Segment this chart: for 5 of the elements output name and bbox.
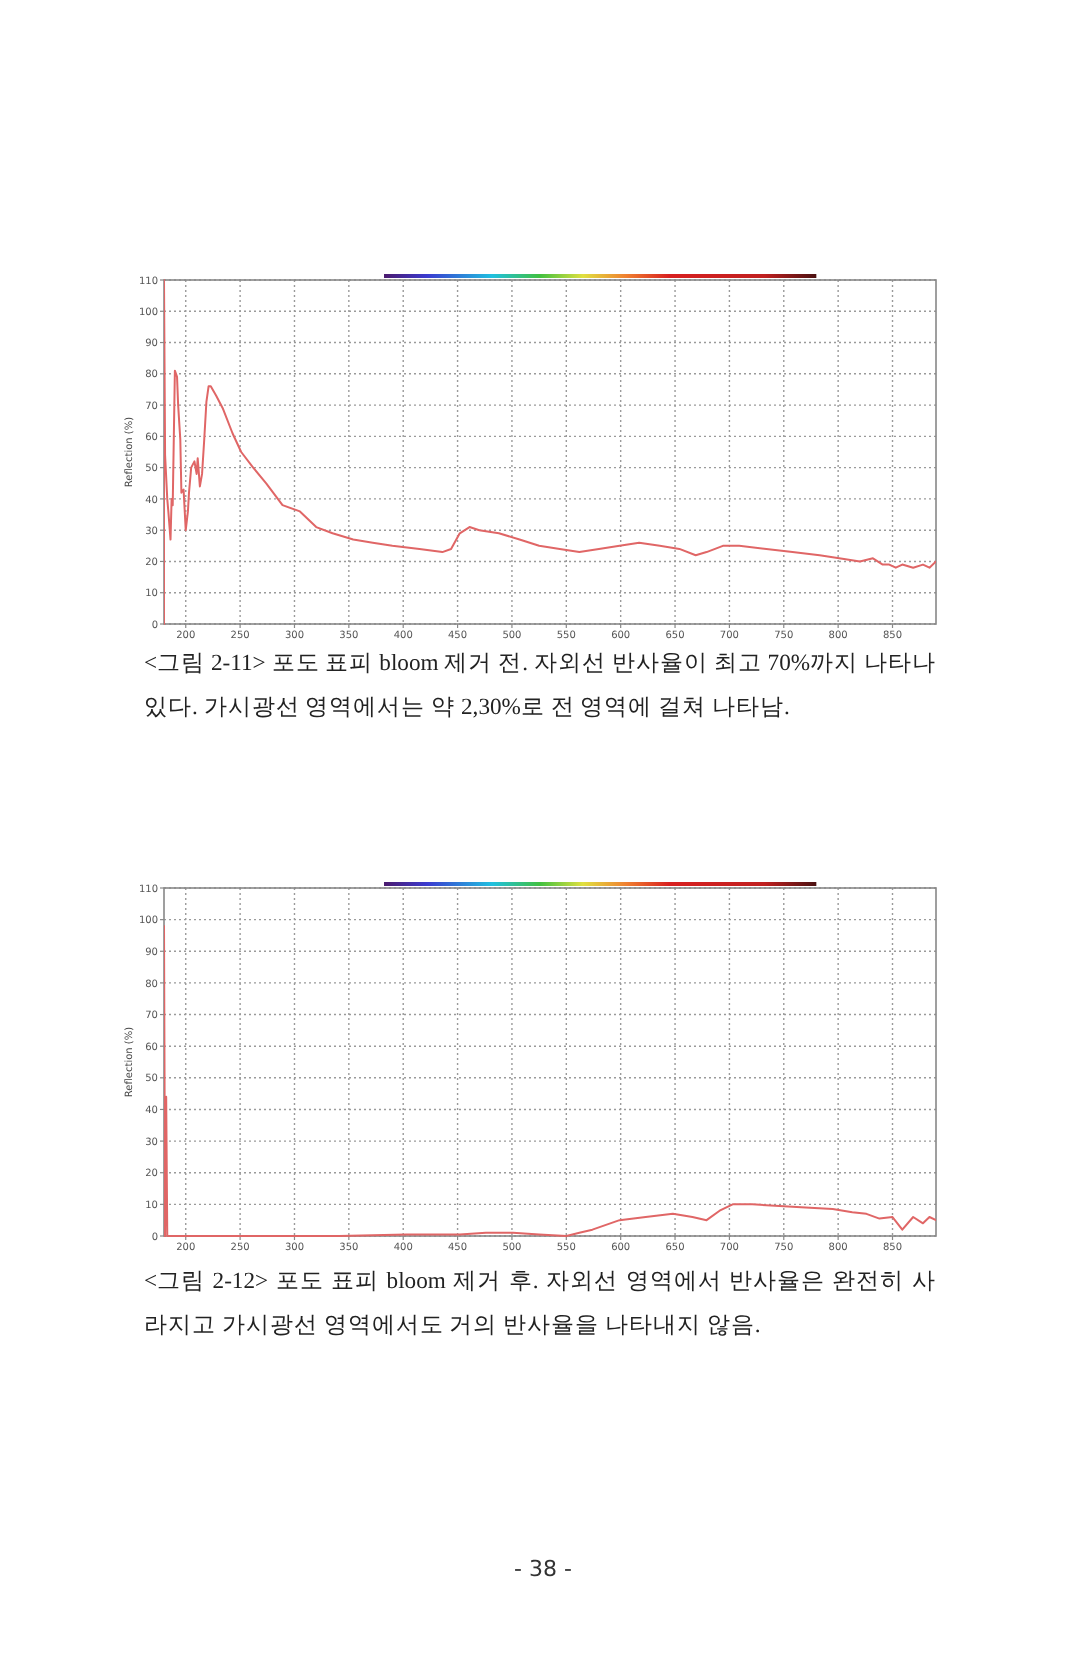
text: <그림 2-12> 포도 표피 bloom 제거 후. 자외선 영역에서 반사율은 완전히 사라지고 가시광선 영역에서도 거의 반사율을 나타내지 않음. bbox=[144, 1266, 936, 1342]
line-series bbox=[164, 279, 936, 625]
text: <그림 2-11> 포도 표피 bloom 제거 전. 자외선 반사율이 최고 70%까지 나타나 있다. 가시광선 영역에서는 약 2,30%로 전 영역에 걸쳐 나타남. bbox=[144, 648, 936, 724]
line-series bbox=[164, 924, 936, 1237]
text: - 38 - bbox=[512, 1556, 574, 1582]
